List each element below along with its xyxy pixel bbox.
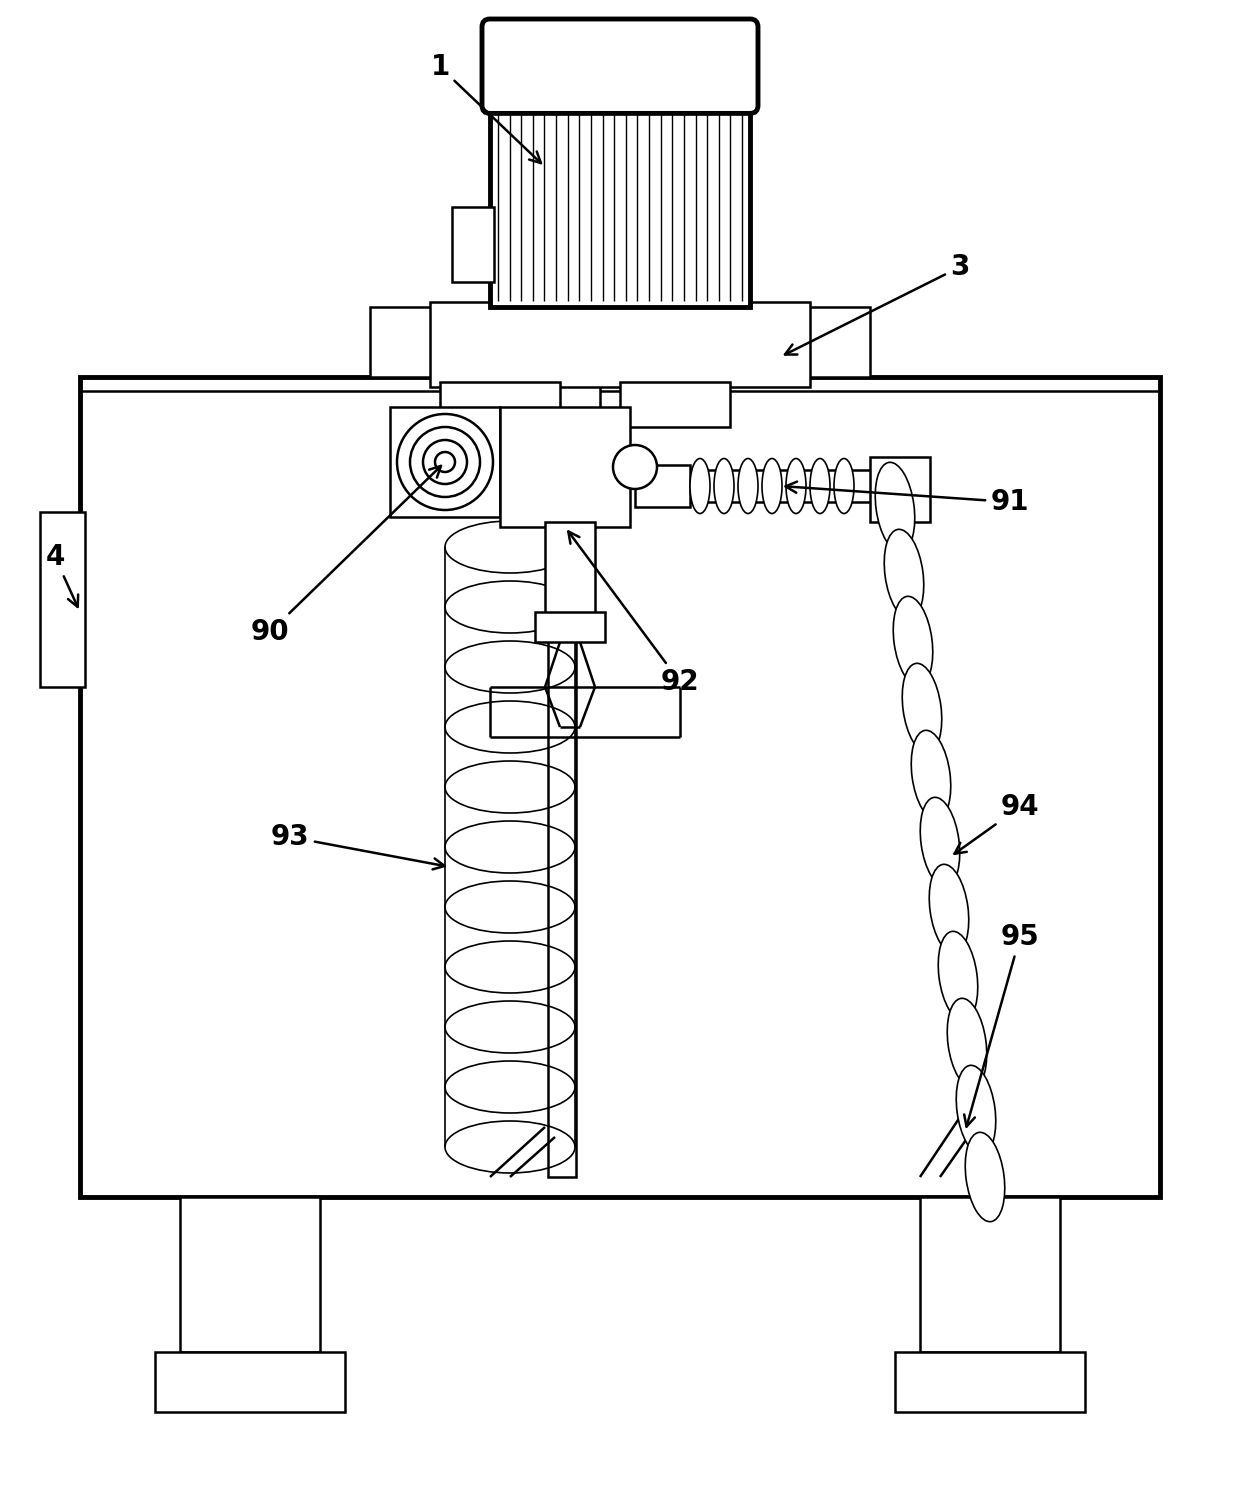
Circle shape	[613, 445, 657, 489]
Text: 4: 4	[46, 543, 78, 607]
Bar	[620, 382, 730, 427]
Bar	[440, 382, 560, 427]
Text: 90: 90	[250, 465, 441, 645]
Ellipse shape	[714, 458, 734, 513]
Text: 91: 91	[786, 482, 1029, 516]
Ellipse shape	[835, 458, 854, 513]
Ellipse shape	[738, 458, 758, 513]
Ellipse shape	[911, 730, 951, 819]
Bar	[453, 207, 494, 283]
Bar	[370, 306, 870, 378]
Ellipse shape	[884, 529, 924, 619]
Ellipse shape	[903, 663, 941, 752]
Text: 1: 1	[430, 54, 541, 164]
Text: 93: 93	[270, 822, 444, 870]
Ellipse shape	[689, 458, 711, 513]
Ellipse shape	[956, 1065, 996, 1155]
Ellipse shape	[947, 998, 987, 1087]
Bar	[689, 470, 875, 503]
Bar	[895, 1352, 1085, 1413]
Bar	[520, 378, 600, 457]
Bar	[534, 613, 605, 642]
Bar	[430, 302, 810, 387]
Bar	[40, 512, 86, 687]
Ellipse shape	[920, 797, 960, 886]
Bar	[870, 457, 930, 522]
Bar	[635, 465, 689, 507]
Bar	[500, 407, 630, 526]
Bar	[920, 1197, 1060, 1352]
Text: 3: 3	[785, 253, 970, 354]
Ellipse shape	[875, 462, 915, 552]
Bar	[391, 407, 500, 517]
Bar	[548, 532, 577, 1178]
Bar	[81, 378, 1159, 1197]
Text: 94: 94	[955, 793, 1039, 854]
Text: 95: 95	[965, 923, 1039, 1127]
Ellipse shape	[965, 1132, 1004, 1222]
Bar	[155, 1352, 345, 1413]
Bar	[505, 452, 615, 477]
Ellipse shape	[763, 458, 782, 513]
FancyBboxPatch shape	[482, 19, 758, 113]
Bar	[539, 306, 590, 378]
Ellipse shape	[893, 596, 932, 686]
Ellipse shape	[810, 458, 830, 513]
Ellipse shape	[786, 458, 806, 513]
Text: 92: 92	[568, 531, 699, 696]
Ellipse shape	[929, 864, 968, 953]
Bar	[546, 522, 595, 617]
Bar	[490, 27, 750, 306]
Bar	[180, 1197, 320, 1352]
Ellipse shape	[939, 931, 978, 1020]
